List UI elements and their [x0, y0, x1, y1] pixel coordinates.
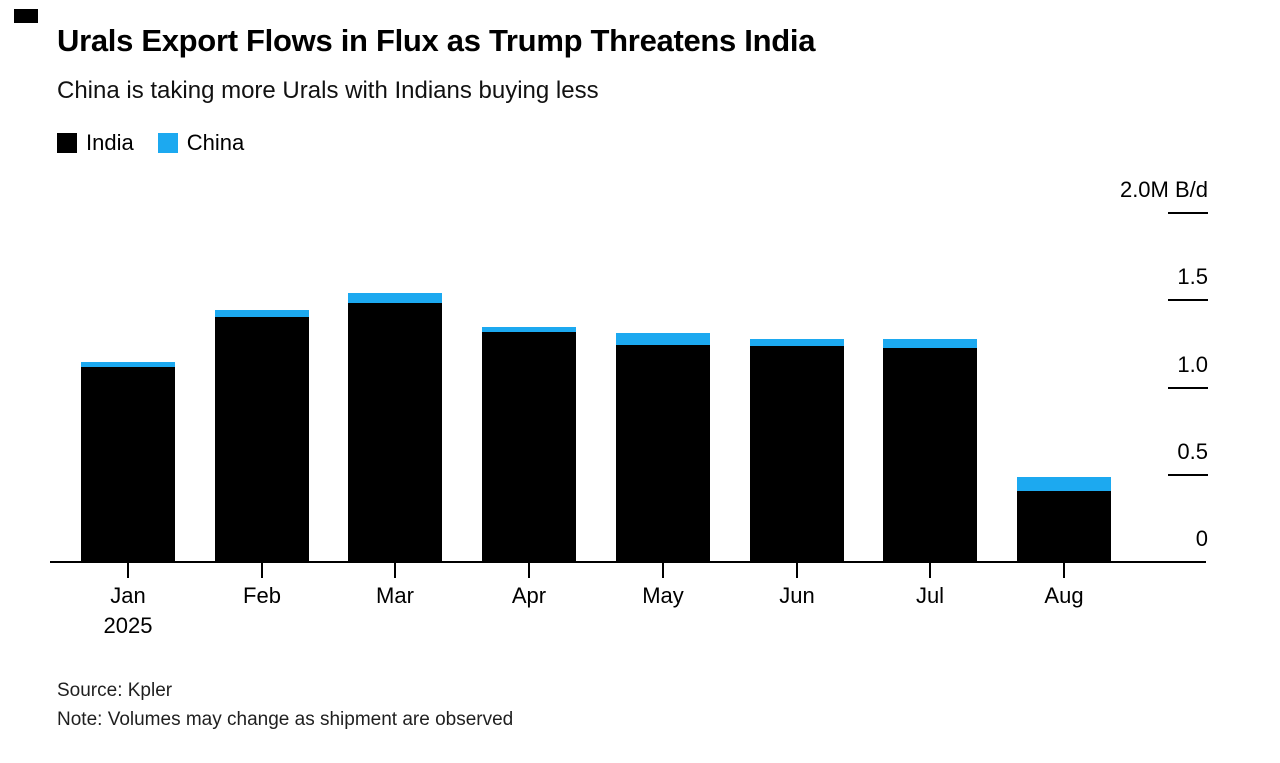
x-tick-feb [261, 563, 263, 578]
bar-jul-china [883, 339, 977, 348]
x-label-jun: Jun [779, 583, 815, 608]
chart-subtitle: China is taking more Urals with Indians … [57, 77, 599, 104]
corner-mark [14, 9, 38, 23]
y-tick-2 [1168, 212, 1208, 214]
bar-mar-china [348, 293, 442, 303]
y-label-1: 1.0 [1177, 352, 1208, 377]
legend-label: China [186, 130, 245, 155]
bar-feb-china [215, 310, 309, 317]
x-tick-jul [929, 563, 931, 578]
bar-jun-china [750, 339, 844, 346]
x-tick-apr [528, 563, 530, 578]
bar-jan-india [81, 367, 175, 561]
bar-mar-india [348, 303, 442, 561]
x-tick-mar [394, 563, 396, 578]
x-label-may: May [642, 583, 684, 608]
x-tick-jan [127, 563, 129, 578]
bar-may-china [616, 333, 710, 345]
bar-jul-india [883, 348, 977, 561]
bar-aug-india [1017, 491, 1111, 561]
x-label-mar: Mar [376, 583, 414, 608]
x-tick-jun [796, 563, 798, 578]
x-label-apr: Apr [511, 583, 547, 608]
y-tick-0.5 [1168, 474, 1208, 476]
x-tick-aug [1063, 563, 1065, 578]
bar-apr-india [482, 332, 576, 561]
y-label-2: 2.0M B/d [1119, 177, 1208, 202]
chart-title: Urals Export Flows in Flux as Trump Thre… [57, 23, 816, 58]
x-label-jan: Jan 2025 [61, 581, 195, 641]
legend-label: India [86, 130, 134, 155]
legend-item-india: India [57, 130, 134, 156]
y-tick-1.5 [1168, 299, 1208, 301]
source-text: Source: Kpler [57, 680, 173, 701]
bar-may-india [616, 345, 710, 561]
x-label-aug: Aug [1044, 583, 1084, 608]
bar-feb-india [215, 317, 309, 561]
x-sublabel-year: 2025 [103, 613, 153, 638]
bar-apr-china [482, 327, 576, 332]
bar-jan-china [81, 362, 175, 367]
legend-item-china: China [157, 130, 245, 156]
footer: Source: Kpler Note: Volumes may change a… [57, 676, 513, 734]
y-label-0.5: 0.5 [1177, 439, 1208, 464]
legend: India China [57, 130, 244, 156]
bar-jun-india [750, 346, 844, 561]
y-label-0: 0 [1195, 526, 1208, 551]
note-text: Note: Volumes may change as shipment are… [57, 709, 514, 730]
x-axis-line [50, 561, 1206, 563]
y-label-1.5: 1.5 [1177, 264, 1208, 289]
x-label-jul: Jul [915, 583, 945, 608]
x-label-feb: Feb [243, 583, 281, 608]
legend-swatch-india [57, 133, 77, 153]
y-tick-1 [1168, 387, 1208, 389]
legend-swatch-china [157, 133, 178, 153]
bar-aug-china [1017, 477, 1111, 491]
x-tick-may [662, 563, 664, 578]
